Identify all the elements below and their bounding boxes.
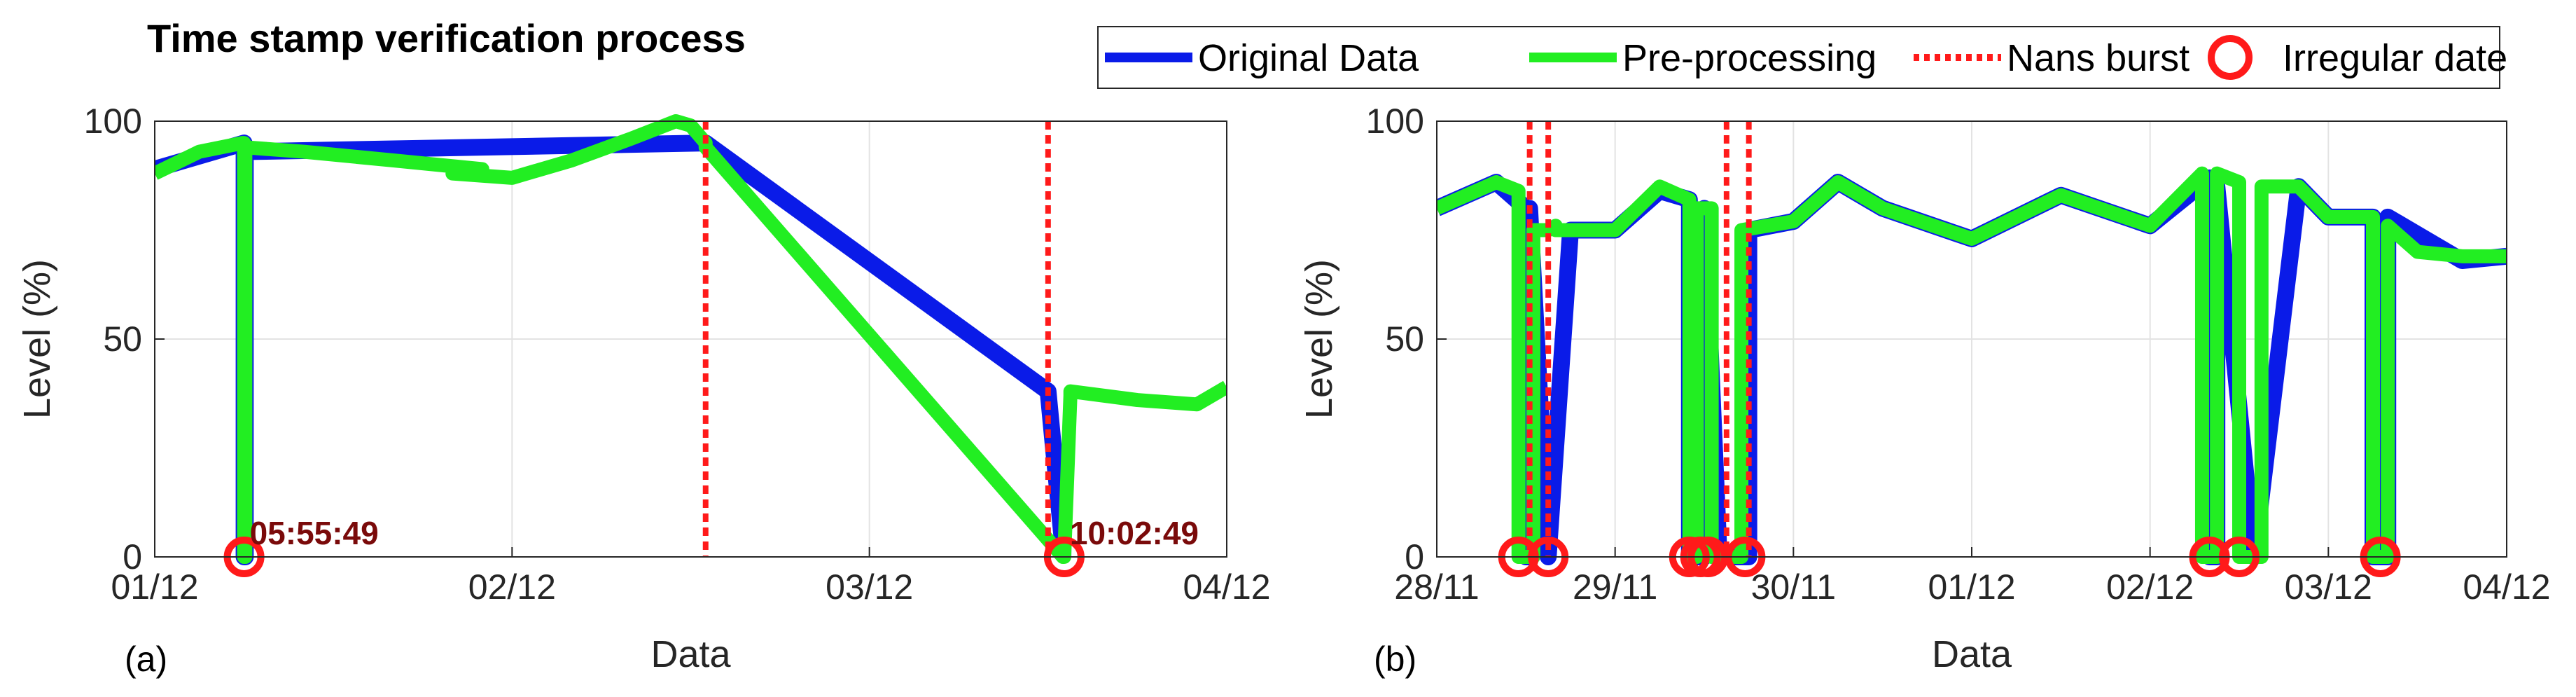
panel-label: (a) bbox=[125, 640, 167, 679]
x-axis-label: Data bbox=[650, 633, 731, 675]
legend: Original Data Pre-processing Nans burst Irr… bbox=[1097, 26, 2507, 89]
figure-title: Time stamp verification process bbox=[147, 16, 746, 60]
y-tick-label: 0 bbox=[123, 537, 142, 577]
plot-area bbox=[1437, 121, 2507, 565]
annotation-label: 10:02:49 bbox=[1070, 515, 1199, 551]
legend-nans-label: Nans burst bbox=[2007, 37, 2189, 79]
legend-box bbox=[1097, 26, 2500, 89]
x-tick-label: 02/12 bbox=[468, 567, 556, 607]
legend-irregular-swatch bbox=[2208, 35, 2253, 80]
chart-panel-b: 0 50 100 28/11 29/11 30/11 01/12 02/12 03/12 04/1… bbox=[1298, 102, 2551, 679]
legend-original-label: Original Data bbox=[1198, 37, 1419, 79]
legend-preprocessing-label: Pre-processing bbox=[1622, 37, 1877, 79]
x-tick-label: 28/11 bbox=[1394, 567, 1479, 607]
x-tick-label: 03/12 bbox=[826, 567, 913, 607]
x-axis-label: Data bbox=[1932, 633, 2012, 675]
x-tick-label: 01/12 bbox=[111, 567, 198, 607]
x-tick-label: 04/12 bbox=[2463, 567, 2550, 607]
y-tick-label: 100 bbox=[84, 102, 142, 141]
x-tick-label: 04/12 bbox=[1183, 567, 1270, 607]
annotation-label: 05:55:49 bbox=[250, 515, 379, 551]
x-tick-label: 30/11 bbox=[1751, 567, 1836, 607]
panel-label: (b) bbox=[1374, 640, 1416, 679]
chart-panel-a: 05:55:49 10:02:49 0 50 100 01/12 02/12 03/12 04/… bbox=[16, 102, 1271, 679]
grid bbox=[1436, 120, 2507, 558]
x-tick-label: 29/11 bbox=[1573, 567, 1657, 607]
y-tick-label: 0 bbox=[1405, 537, 1424, 577]
y-tick-label: 100 bbox=[1366, 102, 1424, 141]
x-tick-label: 03/12 bbox=[2285, 567, 2372, 607]
series-original-data-line bbox=[155, 134, 1072, 565]
y-tick-label: 50 bbox=[1385, 319, 1424, 359]
x-tick-label: 01/12 bbox=[1928, 567, 2015, 607]
series-pre-processing-line bbox=[1437, 166, 2507, 564]
legend-irregular-label: Irregular date bbox=[2283, 37, 2507, 79]
y-axis-label: Level (%) bbox=[1298, 259, 1340, 419]
y-tick-label: 50 bbox=[103, 319, 142, 359]
y-axis-label: Level (%) bbox=[16, 259, 58, 419]
x-tick-label: 02/12 bbox=[2106, 567, 2194, 607]
